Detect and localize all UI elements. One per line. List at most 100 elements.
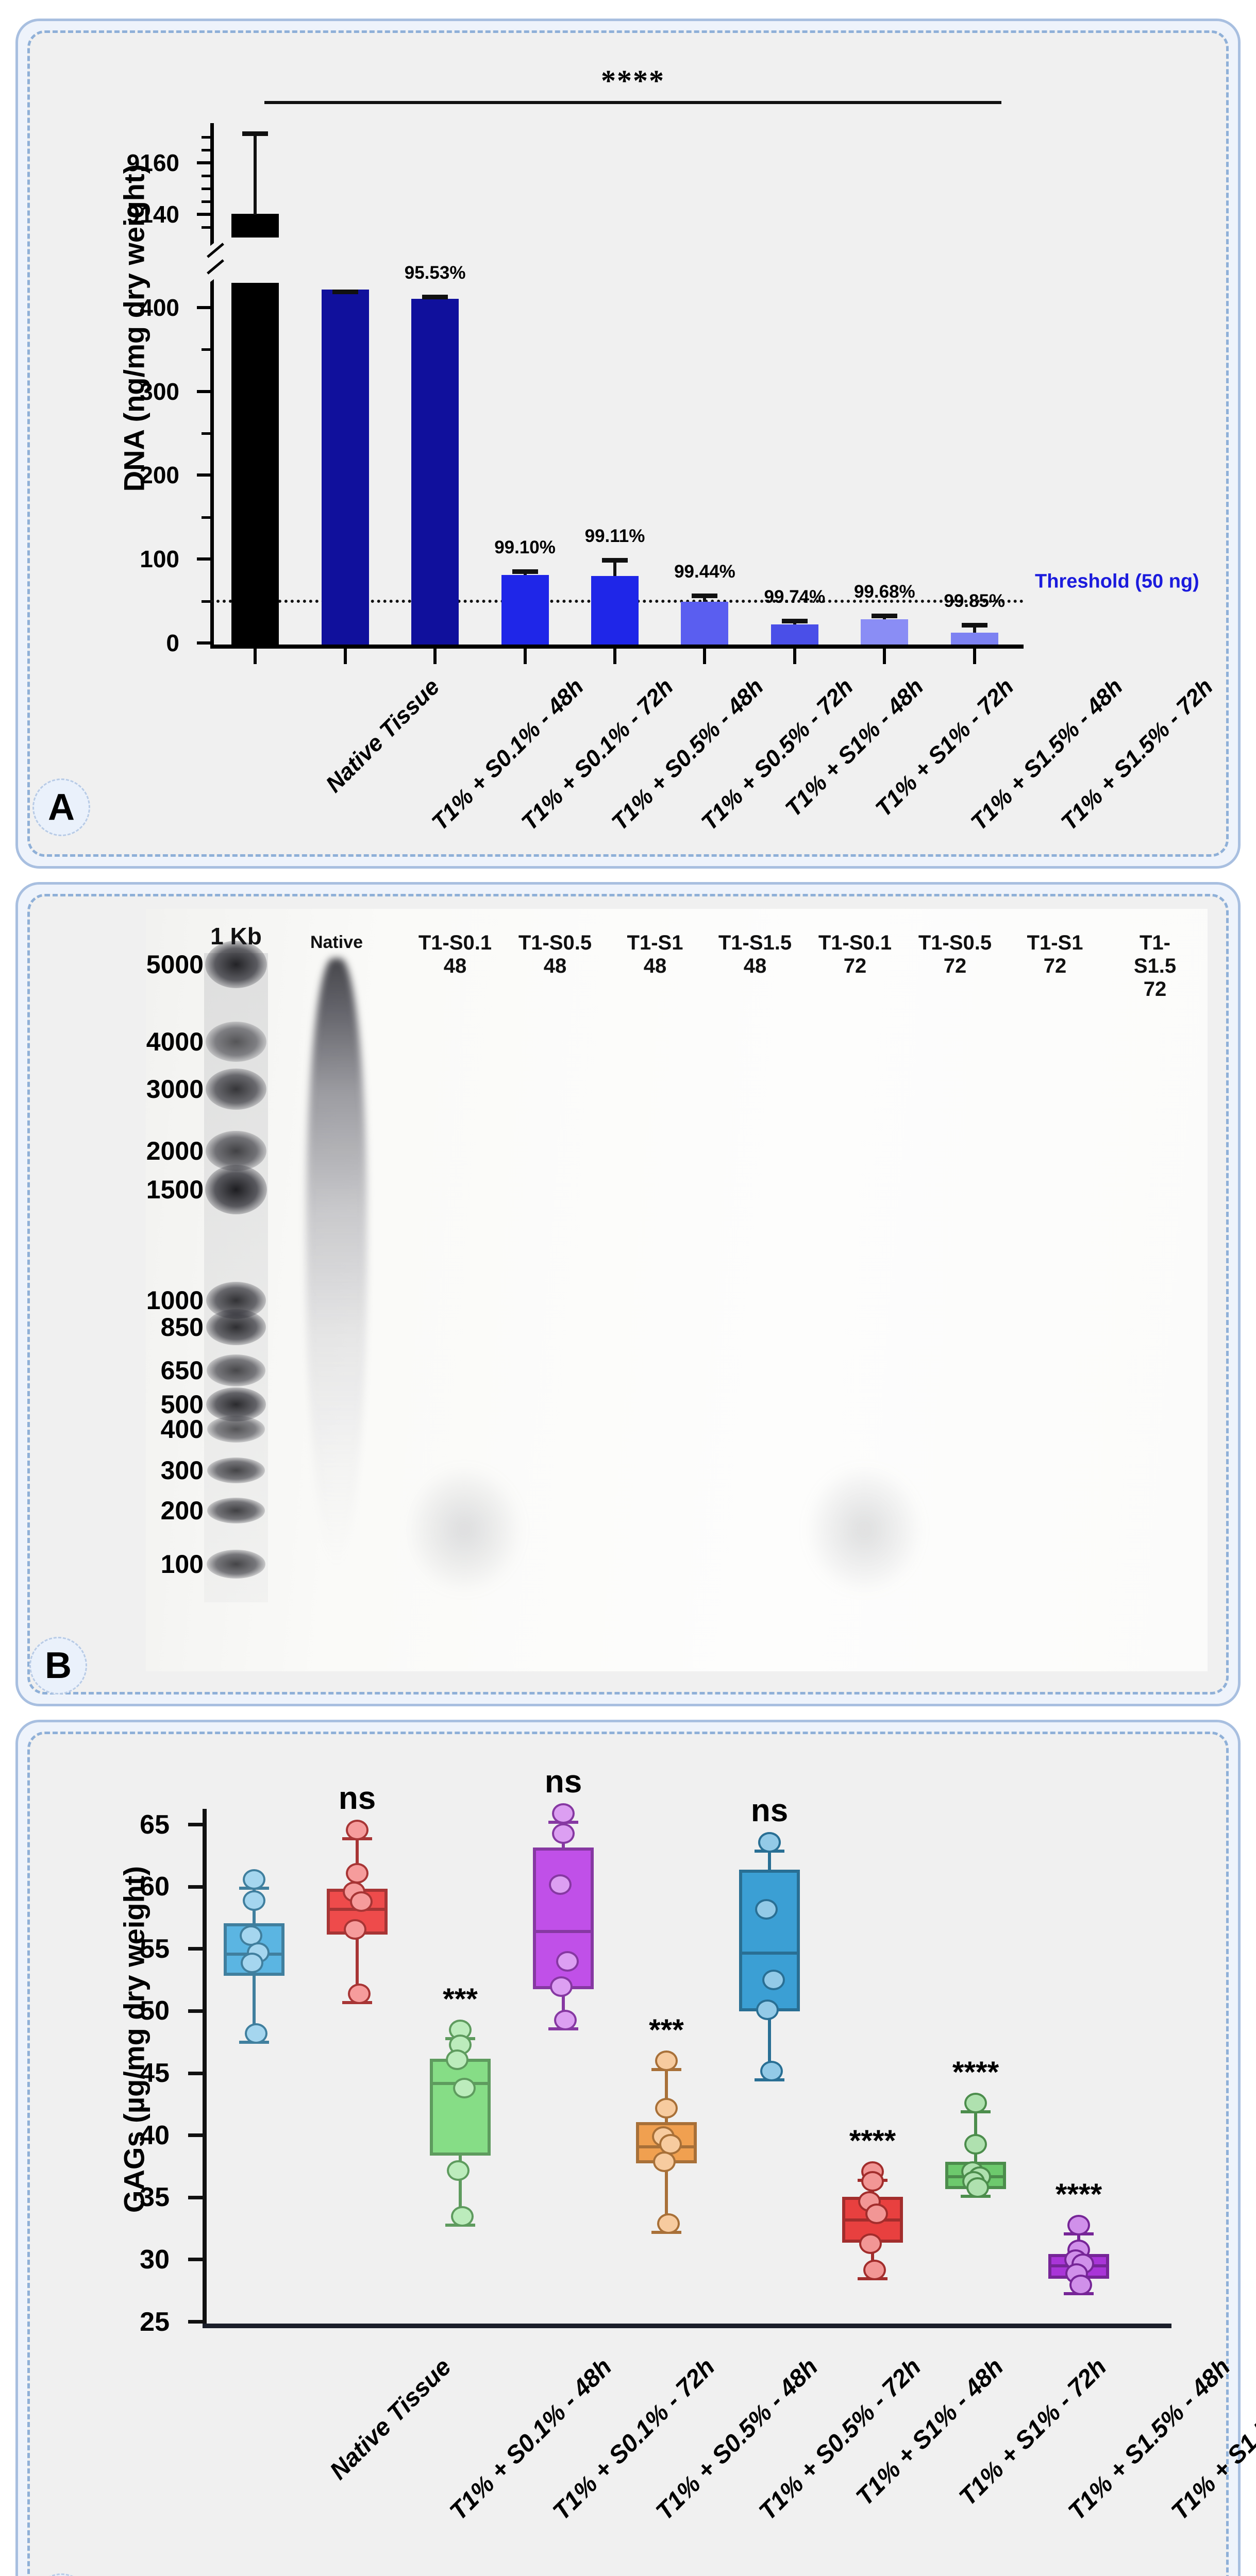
data-point	[756, 1999, 779, 2021]
gel-lane-header-top: T1-S0.1	[818, 931, 892, 954]
error-bar-cap-a	[961, 622, 987, 628]
data-point	[245, 2023, 267, 2044]
ladder-size-label: 15000	[146, 950, 204, 979]
data-point	[552, 1823, 575, 1844]
y-tick-label-c: 35	[140, 2182, 170, 2213]
median-line	[739, 1951, 800, 1955]
y-tick-c: 45	[140, 2058, 203, 2088]
bar-rect-a	[591, 575, 639, 645]
y-tick-label-c: 40	[140, 2120, 170, 2150]
error-bar-cap-a	[512, 569, 538, 574]
error-bar-cap-a	[422, 295, 448, 300]
x-tick-a	[793, 649, 796, 664]
x-axis-line-c	[203, 2324, 1171, 2328]
bar-a	[861, 619, 909, 645]
x-tick-a	[613, 649, 616, 664]
ladder-size-label: 2000	[146, 1137, 204, 1165]
bar-data-label-a: 99.68%	[853, 581, 915, 602]
gel-lane-header-bottom: 72	[1143, 977, 1167, 1001]
panel-a: **** DNA (ng/mg dry weight) 0 100 200 300 40…	[15, 19, 1241, 869]
data-point	[346, 1862, 369, 1884]
y-tick-minor-a	[202, 200, 210, 203]
ladder-size-label: 4000	[146, 1027, 204, 1056]
box-rect	[739, 1870, 800, 2012]
x-tick-a	[883, 649, 886, 664]
x-tick-a	[433, 649, 437, 664]
bar-rect-a	[321, 290, 369, 645]
y-tick-label-c: 50	[140, 1996, 170, 2026]
bar-rect-a	[501, 574, 549, 645]
significance-line-a	[264, 101, 1001, 105]
ladder-band	[206, 1131, 266, 1171]
y-tick-label-c: 65	[140, 1809, 170, 1840]
data-point	[1067, 2214, 1090, 2235]
y-tick-minor-a	[202, 188, 210, 190]
gel-lane-header-bottom: 72	[1043, 954, 1067, 977]
error-bar-a	[961, 622, 987, 633]
error-bar-a	[872, 613, 898, 620]
data-point	[346, 1819, 369, 1840]
y-tick-label-a: 100	[140, 546, 179, 573]
y-tick-label-a: 9160	[126, 149, 179, 176]
gel-lane-header-top: T1-S1	[627, 931, 683, 954]
error-bar-a	[242, 131, 269, 215]
ladder-size-label: 3000	[146, 1075, 204, 1104]
gel-lane-header-bottom: 72	[943, 954, 967, 977]
whisker-upper	[768, 1852, 771, 1870]
y-tick-a: 9160	[127, 149, 210, 176]
y-tick-label-a: 0	[166, 630, 179, 656]
gel-lane-header: T1-S1 72	[1027, 931, 1083, 978]
x-tick-a	[254, 649, 257, 664]
box-rect	[430, 2059, 491, 2156]
error-bar-cap-a	[332, 290, 358, 295]
box-plot-group: ****	[826, 1809, 919, 2328]
y-tick-label-a: 200	[140, 462, 179, 489]
gel-lane-header: T1-S0.5 48	[518, 931, 592, 978]
bar-a	[681, 601, 729, 645]
error-bar-a	[692, 593, 718, 602]
y-tick-c: 30	[140, 2245, 203, 2275]
x-tick-a	[343, 649, 347, 664]
ladder-band	[207, 1458, 265, 1483]
ladder-size-label: 400	[160, 1415, 204, 1444]
ladder-band	[205, 941, 267, 988]
error-bar-a	[422, 295, 448, 300]
significance-bracket-a: ****	[264, 65, 1001, 105]
significance-label-c: ns	[338, 1780, 376, 1816]
panel-badge-a: A	[32, 778, 90, 836]
x-axis-label-a: T1% + S0.5% - 48h	[606, 673, 768, 836]
faint-dna-smear	[810, 1470, 918, 1589]
dna-bar-chart: **** DNA (ng/mg dry weight) 0 100 200 300 40…	[30, 33, 1226, 854]
median-line	[533, 1930, 594, 1934]
data-point	[755, 1899, 778, 1920]
ladder-size-label: 200	[160, 1496, 204, 1525]
data-point	[556, 1951, 579, 1972]
x-axis-label-c: Native Tissue	[325, 2353, 457, 2485]
ladder-size-label: 100	[160, 1550, 204, 1579]
data-point	[554, 2009, 577, 2030]
gel-lane-header-top: T1-S1	[1027, 931, 1083, 954]
data-point	[655, 2050, 678, 2072]
whisker-lower	[459, 2156, 462, 2227]
data-point	[241, 1952, 263, 1973]
data-point	[758, 1832, 781, 1853]
data-point	[964, 2133, 987, 2155]
y-axis-line-a	[210, 123, 214, 649]
y-tick-label-c: 25	[140, 2307, 170, 2337]
error-bar-a	[781, 618, 808, 624]
y-tick-a: 400	[140, 294, 210, 321]
bar-rect-a	[950, 633, 998, 645]
x-axis-line-a	[210, 645, 1024, 649]
y-tick-a: 100	[140, 546, 210, 572]
data-point	[550, 1976, 573, 1997]
box-plot-group: ****	[1032, 1809, 1125, 2328]
gel-lane-header: T1-S0.1 72	[818, 931, 892, 978]
data-point	[863, 2259, 886, 2280]
ladder-size-label: 500	[160, 1390, 204, 1419]
bar-a	[501, 574, 549, 645]
panel-c-inner: GAGs (µg/mg dry weight) 25 30 35 40 45 50 55 60…	[27, 1732, 1256, 2576]
ladder-band	[207, 1498, 265, 1523]
whisker-lower	[253, 1975, 256, 2044]
ladder-band	[207, 1550, 265, 1579]
significance-label-c: ns	[544, 1764, 582, 1800]
